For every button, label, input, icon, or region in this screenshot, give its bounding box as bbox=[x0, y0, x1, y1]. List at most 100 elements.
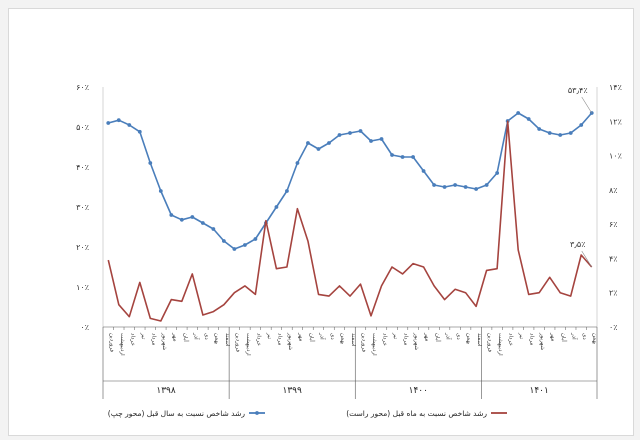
series-point-yearly bbox=[306, 141, 310, 145]
legend-label-monthly: رشد شاخص نسبت به ماه قبل (محور راست) bbox=[346, 409, 487, 418]
series-point-yearly bbox=[400, 155, 405, 159]
month-label: آبان bbox=[182, 333, 189, 342]
series-point-yearly bbox=[411, 155, 415, 159]
right-axis-tick-label: ۴٪ bbox=[609, 254, 618, 263]
series-point-yearly bbox=[495, 171, 500, 175]
month-label: اسفند bbox=[350, 333, 356, 347]
series-point-yearly bbox=[421, 169, 426, 173]
month-label: آبان bbox=[308, 333, 315, 342]
right-axis-tick-label: ۰٪ bbox=[609, 323, 618, 332]
series-point-yearly bbox=[253, 237, 258, 241]
month-label: آذر bbox=[571, 332, 578, 340]
month-label: خرداد bbox=[382, 333, 388, 346]
month-label: بهمن bbox=[466, 333, 472, 345]
dual-axis-line-chart: ۰٪ ۱۰٪ ۲۰٪ ۳۰٪ ۴۰٪ ۵۰٪ ۶۰٪ ۰٪ ۲٪ ۴٪ ۶٪ ۸٪ ۱۰٪ ۱۲٪ ۱۴٪ ف… bbox=[76, 83, 622, 418]
month-label: مهر bbox=[171, 332, 177, 342]
month-label: شهریور bbox=[161, 332, 167, 351]
series-point-yearly bbox=[242, 243, 247, 247]
series-point-yearly bbox=[390, 153, 394, 157]
month-label: بهمن bbox=[592, 333, 598, 345]
series-line-monthly bbox=[107, 120, 593, 322]
series-point-yearly bbox=[221, 239, 226, 243]
month-label: اردیبهشت bbox=[119, 333, 125, 356]
series-point-yearly bbox=[579, 123, 584, 127]
month-label: بهمن bbox=[213, 333, 219, 345]
chart-frame: ۰٪ ۱۰٪ ۲۰٪ ۳۰٪ ۴۰٪ ۵۰٪ ۶۰٪ ۰٪ ۲٪ ۴٪ ۶٪ ۸٪ ۱۰٪ ۱۲٪ ۱۴٪ ف… bbox=[8, 8, 634, 436]
left-axis-tick-label: ۱۰٪ bbox=[76, 283, 89, 292]
series-point-yearly bbox=[358, 129, 363, 133]
series-point-yearly bbox=[547, 131, 552, 135]
series-point-yearly bbox=[190, 215, 195, 219]
month-label: خرداد bbox=[129, 333, 135, 346]
month-label: اردیبهشت bbox=[245, 333, 251, 356]
month-label: اردیبهشت bbox=[371, 333, 377, 356]
left-axis-tick-label: ۴۰٪ bbox=[76, 163, 89, 172]
year-label: ۱۳۹۹ bbox=[283, 386, 303, 396]
series-point-yearly bbox=[463, 185, 468, 189]
series-point-yearly bbox=[432, 183, 436, 187]
month-label: مرداد bbox=[276, 333, 282, 345]
series-point-yearly bbox=[348, 131, 352, 135]
month-label: شهریور bbox=[287, 332, 293, 351]
annotation-label: ۵۳٫۴٪ bbox=[568, 86, 588, 95]
month-label: آذر bbox=[192, 332, 199, 340]
month-label: دی bbox=[329, 333, 335, 340]
month-label: دی bbox=[455, 333, 461, 340]
month-label: مهر bbox=[297, 332, 303, 342]
month-label: مرداد bbox=[403, 333, 409, 345]
right-axis-tick-label: ۸٪ bbox=[609, 186, 618, 195]
series-point-yearly bbox=[327, 141, 331, 145]
series-point-yearly bbox=[285, 189, 289, 193]
series-point-yearly bbox=[558, 133, 563, 137]
left-axis-tick-label: ۳۰٪ bbox=[76, 203, 89, 212]
series-point-yearly bbox=[379, 137, 384, 141]
legend-label-yearly: رشد شاخص نسبت به سال قبل (محور چپ) bbox=[108, 409, 246, 418]
series-point-yearly bbox=[106, 121, 111, 125]
month-label: مهر bbox=[550, 332, 556, 342]
right-axis-tick-label: ۱۲٪ bbox=[609, 117, 622, 126]
annotation-label: ۳٫۵٪ bbox=[570, 240, 586, 249]
series-point-yearly bbox=[369, 139, 373, 143]
month-label: مرداد bbox=[150, 333, 156, 345]
series-point-yearly bbox=[526, 117, 531, 121]
right-axis-tick-label: ۱۰٪ bbox=[609, 152, 622, 161]
month-label: تیر bbox=[266, 332, 272, 340]
series-point-yearly bbox=[116, 118, 121, 123]
left-axis-tick-label: ۲۰٪ bbox=[76, 243, 89, 252]
series-point-yearly bbox=[316, 147, 321, 151]
month-label: بهمن bbox=[339, 333, 345, 345]
series-point-yearly bbox=[442, 185, 447, 189]
month-label: فروردین bbox=[361, 333, 367, 353]
series-point-yearly bbox=[200, 221, 205, 225]
annotation-leader bbox=[581, 96, 592, 114]
month-label: دی bbox=[203, 333, 209, 340]
month-label: اردیبهشت bbox=[497, 333, 503, 356]
month-label: آبان bbox=[434, 333, 441, 342]
annotation-leader bbox=[581, 250, 592, 268]
series-point-yearly bbox=[232, 247, 237, 251]
series-point-yearly bbox=[453, 183, 458, 187]
year-label: ۱۴۰۱ bbox=[530, 386, 549, 396]
right-axis-tick-label: ۲٪ bbox=[609, 289, 618, 298]
series-point-yearly bbox=[211, 227, 216, 231]
series-point-yearly bbox=[274, 205, 279, 209]
series-point-yearly bbox=[127, 123, 132, 127]
series-point-yearly bbox=[516, 111, 521, 115]
month-label: آذر bbox=[445, 332, 452, 340]
month-label: فروردین bbox=[234, 333, 240, 353]
series-point-yearly bbox=[137, 129, 142, 134]
series-point-yearly bbox=[148, 161, 153, 165]
month-label: مهر bbox=[424, 332, 430, 342]
series-point-yearly bbox=[568, 131, 573, 135]
series-point-yearly bbox=[337, 133, 342, 137]
left-axis-tick-label: ۰٪ bbox=[80, 323, 89, 332]
month-label: فروردین bbox=[108, 333, 114, 353]
month-label: اسفند bbox=[224, 333, 230, 347]
left-axis-tick-label: ۶۰٪ bbox=[76, 83, 89, 92]
year-label: ۱۳۹۸ bbox=[156, 386, 176, 396]
month-label: شهریور bbox=[539, 332, 545, 351]
month-label: آبان bbox=[560, 333, 567, 342]
month-label: تیر bbox=[392, 332, 398, 340]
month-label: تیر bbox=[518, 332, 524, 340]
series-point-yearly bbox=[179, 217, 184, 222]
